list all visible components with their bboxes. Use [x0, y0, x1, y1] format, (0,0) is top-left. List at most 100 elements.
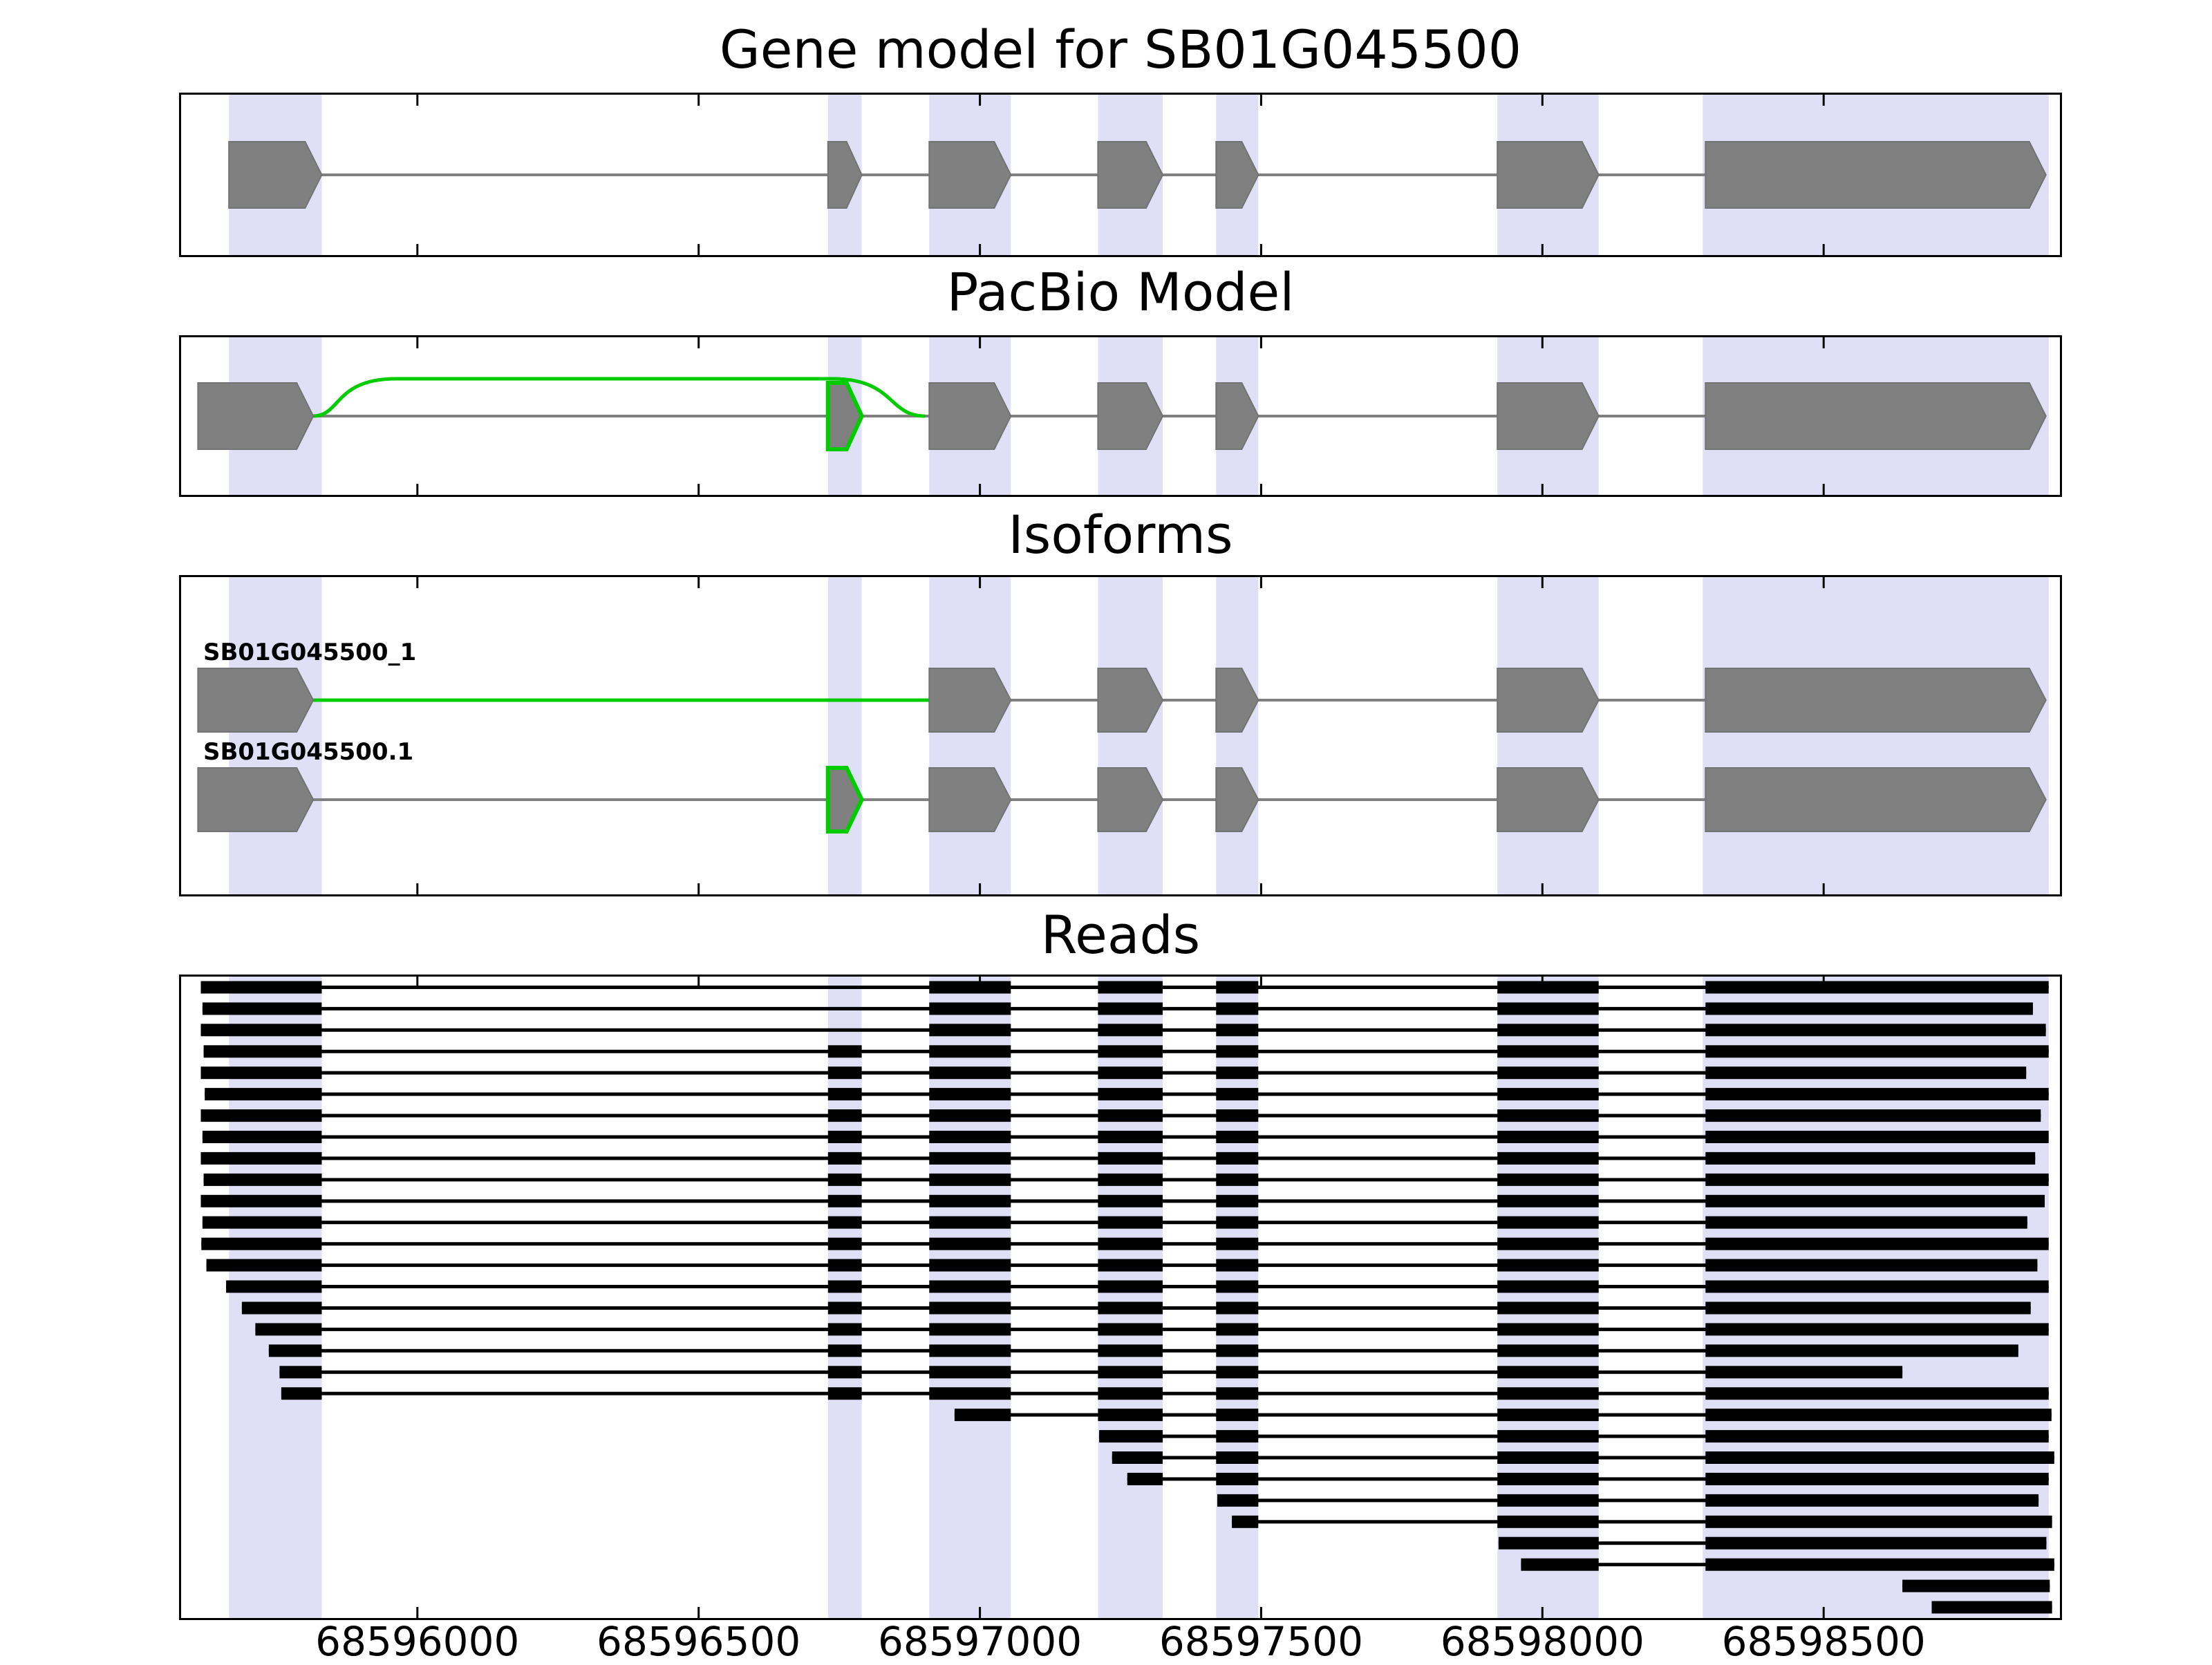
read-exon-bar [1497, 1451, 1599, 1464]
read-exon-bar [1098, 981, 1163, 994]
pacbio-model-plot [197, 337, 2049, 495]
read-exon-bar [205, 1088, 322, 1101]
read-exon-bar [1216, 1194, 1259, 1207]
read-exon-bar [929, 1024, 1011, 1037]
exon-shape [197, 767, 315, 832]
read-exon-bar [1217, 1494, 1259, 1507]
read-exon-bar [1216, 1301, 1259, 1315]
read-exon-bar [827, 1323, 862, 1336]
read-exon-bar [1705, 1536, 2047, 1550]
exon-highlight-band [229, 577, 322, 894]
exon-shape [827, 141, 863, 209]
read-exon-bar [1232, 1515, 1259, 1528]
read-exon-bar [1098, 1387, 1163, 1400]
read-exon-bar [279, 1366, 322, 1379]
read-exon-bar [929, 1066, 1011, 1080]
read-exon-bar [1497, 1002, 1599, 1015]
read-exon-bar [1497, 1515, 1599, 1528]
read-exon-bar [200, 1194, 322, 1207]
read-exon-bar [929, 1045, 1011, 1058]
read-exon-bar [1705, 1024, 2046, 1037]
exon-highlight-band [229, 977, 322, 1618]
pacbio-model-title: PacBio Model [946, 261, 1295, 323]
read-exon-bar [1497, 1430, 1599, 1443]
read-exon-bar [1098, 1323, 1163, 1336]
isoforms-track-panel: SB01G045500_1 SB01G045500.1 [179, 575, 2062, 896]
read-exon-bar [1216, 1430, 1259, 1443]
read-exon-bar [1098, 1301, 1163, 1315]
read-exon-bar [202, 1216, 322, 1229]
read-exon-bar [1705, 1387, 2049, 1400]
read-exon-bar [1497, 1472, 1599, 1485]
read-exon-bar [929, 1088, 1011, 1101]
exon-highlight-band [1098, 977, 1163, 1618]
read-exon-bar [827, 1151, 862, 1165]
gene-model-plot [228, 95, 2049, 255]
exon-shape [197, 382, 315, 450]
exon-shape [928, 767, 1012, 832]
read-exon-bar [1705, 1366, 1903, 1379]
isoform-label: SB01G045500.1 [203, 738, 413, 766]
read-exon-bar [1705, 1066, 2027, 1080]
read-exon-bar [1127, 1472, 1163, 1485]
x-axis-tick-label: 68598500 [1721, 1618, 1926, 1665]
read-exon-bar [1098, 1024, 1163, 1037]
read-exon-bar [1497, 981, 1599, 994]
read-exon-bar [929, 1387, 1011, 1400]
read-exon-bar [827, 1216, 862, 1229]
read-exon-bar [1098, 1216, 1163, 1229]
read-exon-bar [1705, 1109, 2041, 1122]
read-exon-bar [1216, 1344, 1259, 1357]
read-exon-bar [827, 1259, 862, 1272]
exon-shape [928, 141, 1012, 209]
read-exon-bar [1497, 1344, 1599, 1357]
isoform-label: SB01G045500_1 [203, 639, 416, 666]
read-exon-bar [1497, 1194, 1599, 1207]
read-exon-bar [202, 1002, 322, 1015]
read-exon-bar [1098, 1151, 1163, 1165]
read-exon-bar [1098, 1366, 1163, 1379]
read-exon-bar [827, 1109, 862, 1122]
exon-highlight-band [827, 577, 862, 894]
read-exon-bar [1705, 1301, 2031, 1315]
read-exon-bar [929, 1131, 1011, 1143]
exon-shape [1097, 382, 1164, 450]
exon-highlight-band [1216, 977, 1259, 1618]
read-exon-bar [1705, 1430, 2049, 1443]
read-exon-bar [1498, 1536, 1599, 1550]
read-exon-bar [1098, 1088, 1163, 1101]
exon-highlight-band [929, 577, 1011, 894]
read-exon-bar [827, 1387, 862, 1400]
read-exon-bar [1902, 1579, 2050, 1592]
read-exon-bar [1705, 981, 2049, 994]
read-line [281, 1391, 2049, 1395]
read-exon-bar [929, 1173, 1011, 1186]
read-exon-bar [1497, 1301, 1599, 1315]
read-exon-bar [1931, 1601, 2052, 1614]
novel-exon-shape [825, 381, 865, 451]
read-exon-bar [929, 1259, 1011, 1272]
read-exon-bar [1705, 1088, 2049, 1101]
read-exon-bar [1705, 1472, 2049, 1485]
read-exon-bar [1216, 1409, 1259, 1422]
read-exon-bar [1497, 1131, 1599, 1143]
read-exon-bar [203, 1173, 322, 1186]
read-exon-bar [1705, 1194, 2045, 1207]
read-exon-bar [241, 1301, 322, 1315]
read-exon-bar [1216, 1323, 1259, 1336]
read-exon-bar [1098, 1344, 1163, 1357]
read-exon-bar [1216, 1216, 1259, 1229]
reads-title: Reads [1040, 904, 1201, 966]
read-exon-bar [1705, 1002, 2033, 1015]
read-exon-bar [1216, 1280, 1259, 1293]
read-exon-bar [929, 1002, 1011, 1015]
read-exon-bar [827, 1173, 862, 1186]
read-exon-bar [1705, 1151, 2036, 1165]
exon-shape [1705, 767, 2047, 832]
read-exon-bar [1497, 1237, 1599, 1250]
read-exon-bar [1705, 1515, 2052, 1528]
read-exon-bar [1112, 1451, 1163, 1464]
read-exon-bar [200, 1024, 322, 1037]
read-exon-bar [1497, 1088, 1599, 1101]
exon-shape [1215, 668, 1259, 733]
